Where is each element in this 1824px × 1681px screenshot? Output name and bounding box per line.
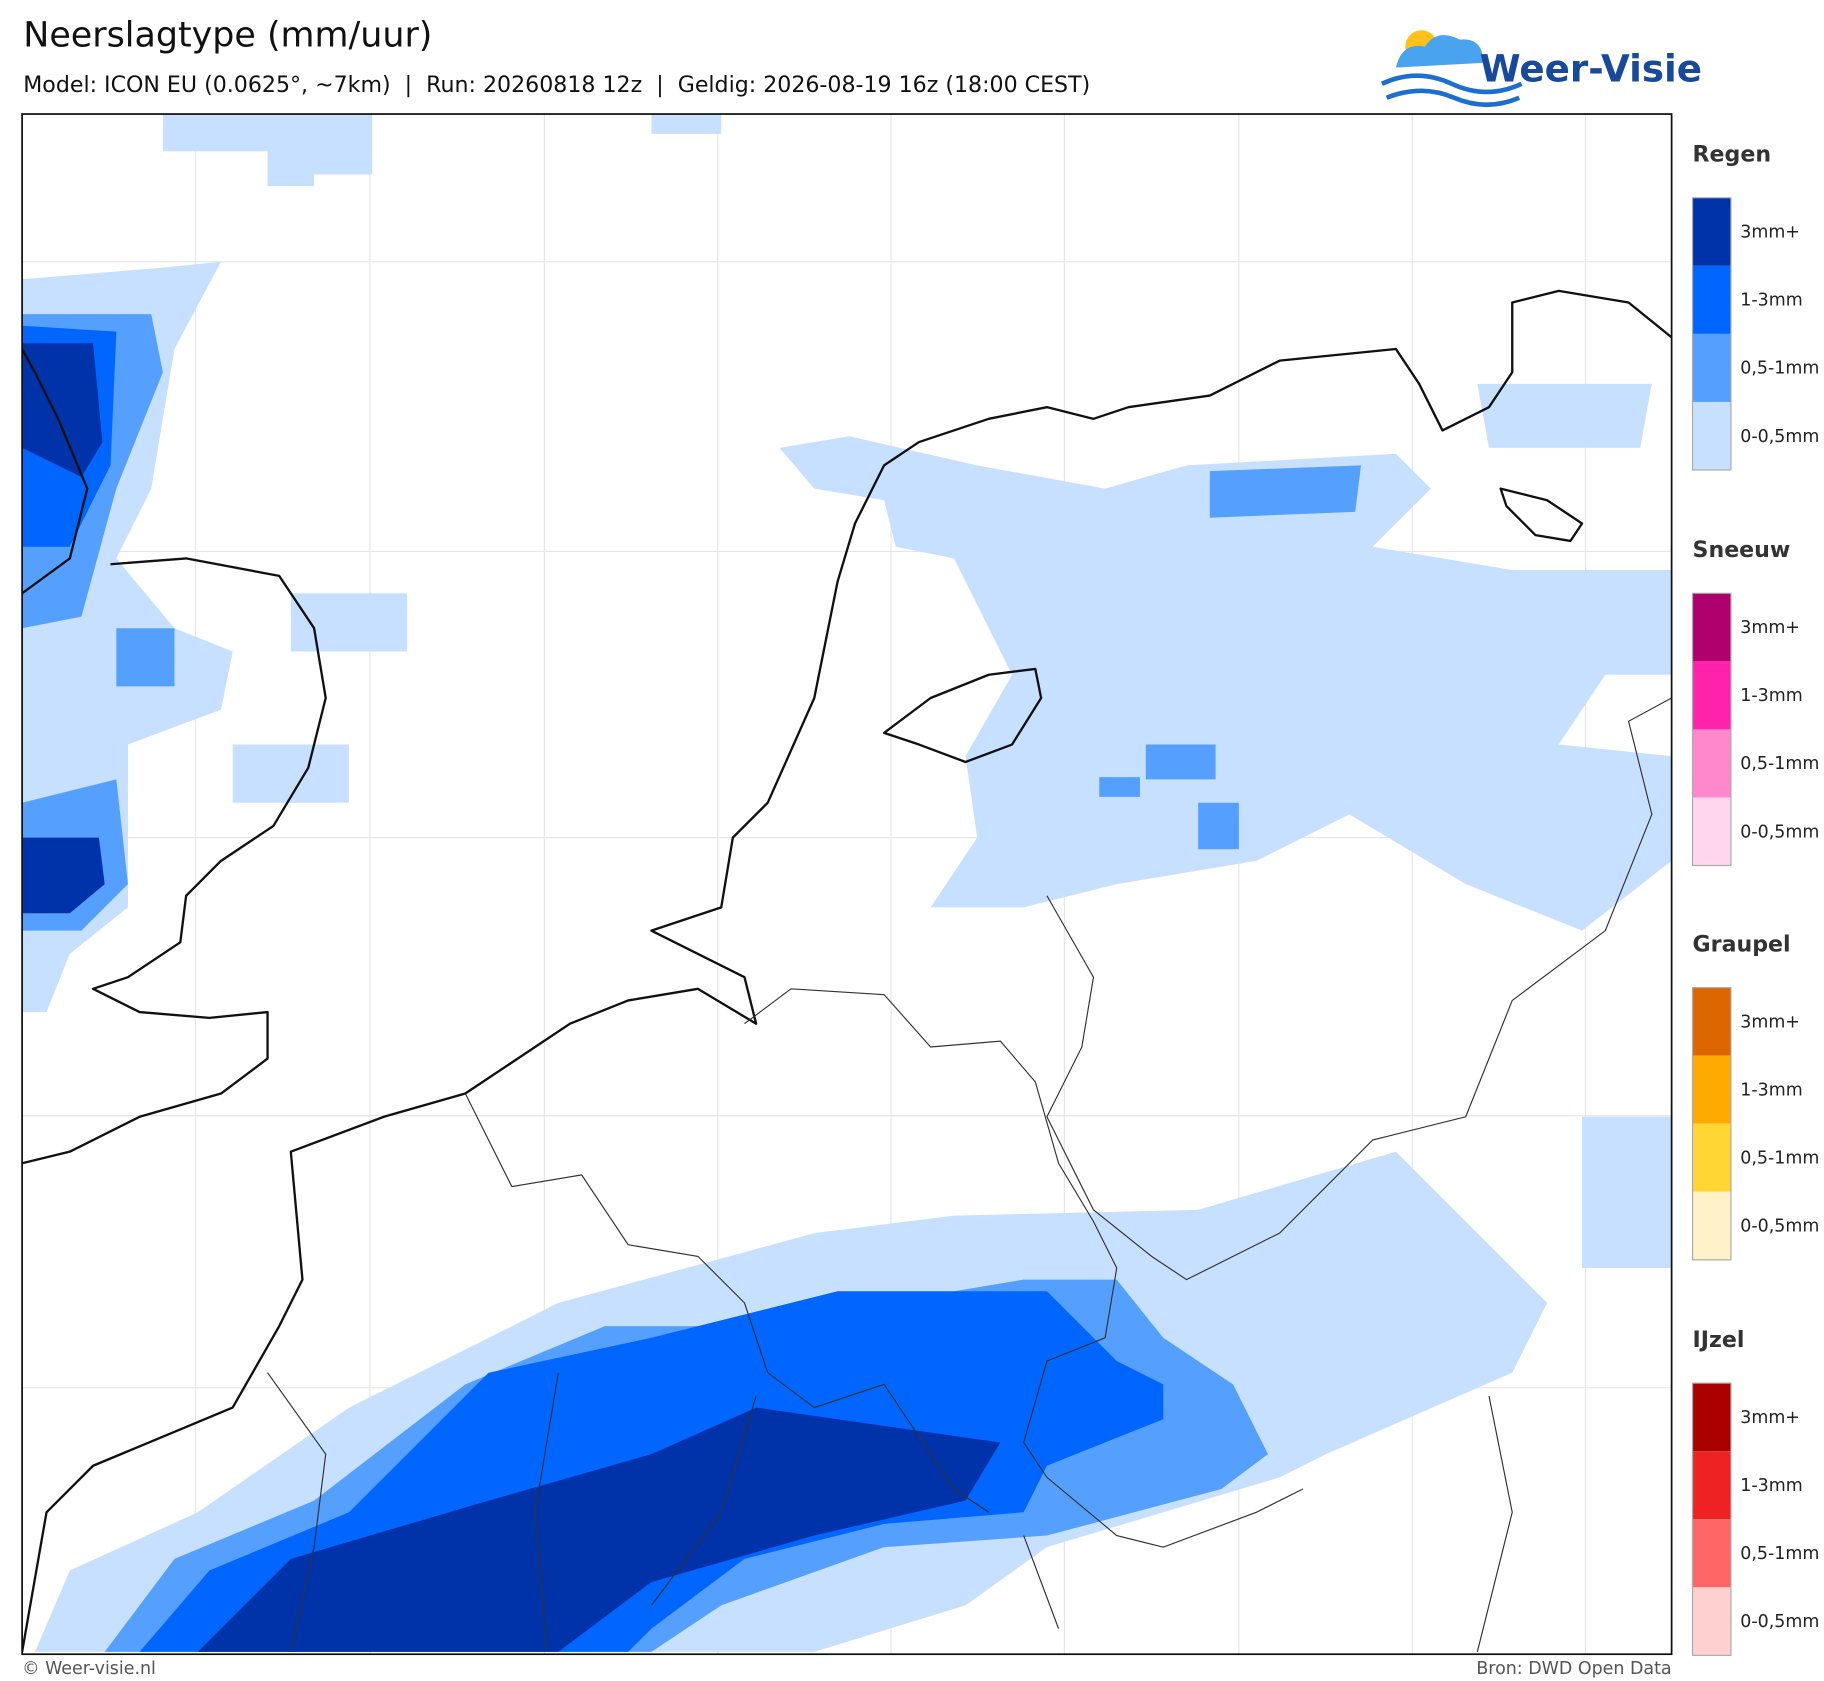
legend-frame: [1691, 592, 1732, 867]
legend-swatch: [1692, 1055, 1731, 1124]
rain-extreme: [197, 1407, 1001, 1652]
legend-section: Graupel 3mm+ 1-3mm 0,5-1mm 0-0,5mm: [1691, 932, 1819, 1261]
map: [22, 114, 1672, 1655]
ijsselmeer: [882, 667, 1043, 764]
border-line: [744, 988, 1304, 1548]
legend-swatch: [1692, 1519, 1731, 1588]
rain-moderate: [1099, 465, 1362, 850]
legend-swatch: [1692, 729, 1731, 798]
legend-title: Regen: [1693, 142, 1772, 168]
legend-label: 0,5-1mm: [1740, 359, 1819, 379]
legend-swatch: [1692, 1587, 1731, 1656]
legend-label: 0,5-1mm: [1740, 1149, 1819, 1169]
logo-cloud: [1395, 35, 1484, 68]
legend-label: 0-0,5mm: [1740, 822, 1819, 842]
legend-swatch: [1692, 987, 1731, 1056]
legend-swatch: [1692, 593, 1731, 662]
legend-swatch: [1692, 401, 1731, 470]
legend-label: 3mm+: [1740, 223, 1800, 243]
legend-label: 1-3mm: [1740, 1081, 1802, 1101]
footer-right: Bron: DWD Open Data: [1476, 1659, 1671, 1679]
coast-england: [22, 557, 327, 1165]
border-line: [464, 1093, 990, 1513]
coastlines: [22, 289, 1672, 1653]
map-frame: [21, 113, 1673, 1656]
island: [1499, 487, 1584, 543]
rain-extreme: [22, 343, 105, 914]
legend-label: 0-0,5mm: [1740, 1612, 1819, 1632]
title: Neerslagtype (mm/uur): [23, 16, 432, 56]
legend: Regen 3mm+ 1-3mm 0,5-1mm 0-0,5mm Sneeuw 3mm+ 1-…: [1691, 142, 1819, 1656]
legend-label: 3mm+: [1740, 1012, 1800, 1032]
border-line: [267, 1372, 1513, 1653]
legend-label: 0-0,5mm: [1740, 1217, 1819, 1237]
logo-waves: [1380, 73, 1523, 107]
rain-light: [779, 383, 1672, 931]
legend-frame: [1691, 197, 1732, 471]
legend-section: Sneeuw 3mm+ 1-3mm 0,5-1mm 0-0,5mm: [1691, 537, 1819, 867]
legend-label: 1-3mm: [1740, 291, 1802, 311]
legend-swatch: [1692, 1383, 1731, 1452]
legend-frame: [1691, 987, 1732, 1261]
legend-swatch: [1692, 197, 1731, 266]
legend-label: 1-3mm: [1740, 1476, 1802, 1496]
subtitle: Model: ICON EU (0.0625°, ~7km) | Run: 20…: [23, 72, 1090, 98]
legend-label: 0,5-1mm: [1740, 754, 1819, 774]
legend-swatch: [1692, 333, 1731, 402]
legend-frame: [1691, 1382, 1732, 1656]
legend-label: 1-3mm: [1740, 686, 1802, 706]
coast-continent: [22, 289, 1672, 1653]
legend-swatch: [1692, 1191, 1731, 1260]
rain-light: [162, 114, 722, 187]
legend-label: 0-0,5mm: [1740, 427, 1819, 447]
legend-title: Graupel: [1693, 932, 1791, 958]
legend-swatch: [1692, 1451, 1731, 1520]
coast-east-anglia: [22, 348, 89, 595]
logo: Weer-Visie: [1380, 30, 1702, 107]
legend-section: Regen 3mm+ 1-3mm 0,5-1mm 0-0,5mm: [1691, 142, 1819, 471]
legend-label: 3mm+: [1740, 1408, 1800, 1428]
footer-left: © Weer-visie.nl: [22, 1659, 156, 1679]
legend-swatch: [1692, 265, 1731, 334]
legend-swatch: [1692, 661, 1731, 730]
legend-label: 3mm+: [1740, 618, 1800, 638]
border-line: [1046, 697, 1672, 1281]
precipitation: [22, 114, 1672, 1652]
legend-title: Sneeuw: [1693, 537, 1791, 563]
legend-swatch: [1692, 797, 1731, 866]
legend-swatch: [1692, 1123, 1731, 1192]
legend-section: IJzel 3mm+ 1-3mm 0,5-1mm 0-0,5mm: [1691, 1327, 1819, 1656]
logo-text: Weer-Visie: [1480, 46, 1702, 90]
legend-label: 0,5-1mm: [1740, 1544, 1819, 1564]
borders: [267, 697, 1672, 1653]
legend-title: IJzel: [1693, 1327, 1745, 1353]
